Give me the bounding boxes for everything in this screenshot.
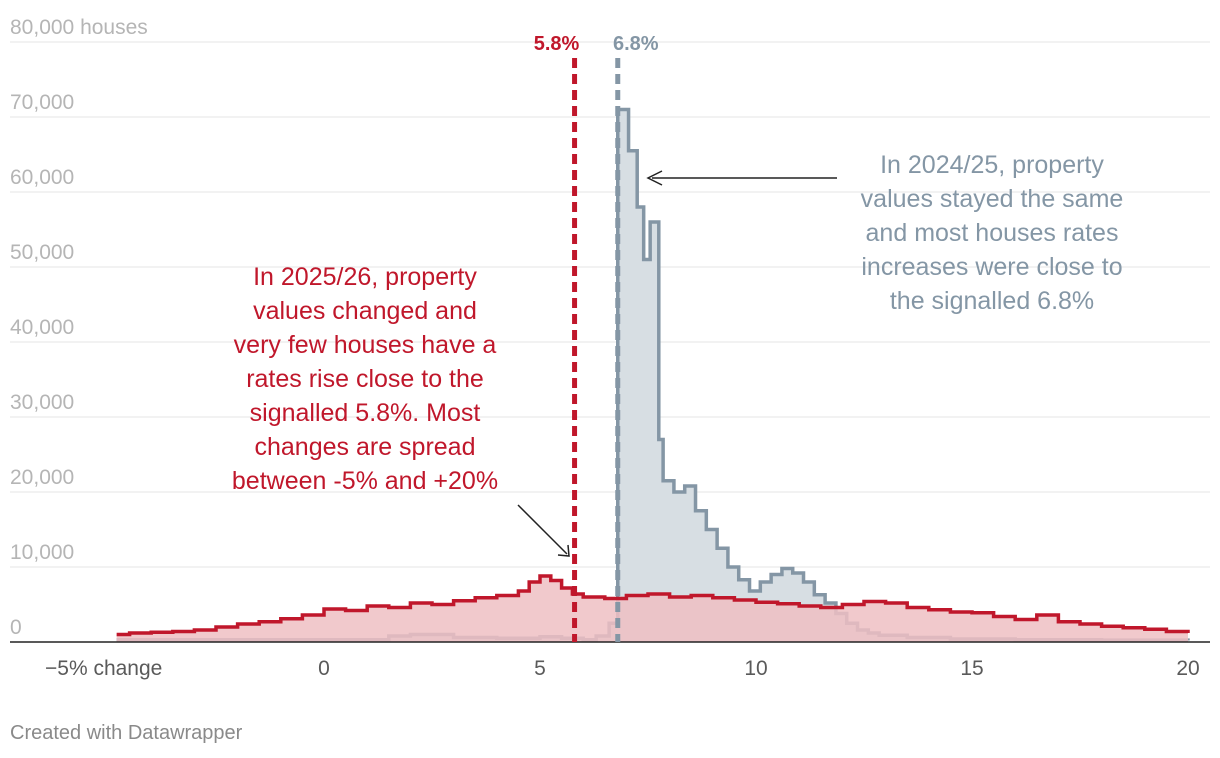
annotation-2024-line-0: In 2024/25, property [880,151,1104,179]
x-tick-label-0: −5% change [45,657,162,680]
arrow-2025-head [557,544,570,557]
y-tick-label-8: 80,000 houses [10,16,148,39]
y-tick-label-7: 70,000 [10,91,74,114]
annotation-2025-line-5: changes are spread [255,433,476,461]
y-tick-label-3: 30,000 [10,391,74,414]
annotation-2025-line-4: signalled 5.8%. Most [250,399,481,427]
x-tick-label-5: 20 [1176,657,1199,680]
x-tick-label-2: 5 [534,657,546,680]
annotation-2025-line-1: values changed and [253,297,477,325]
marker-label-0: 5.8% [534,33,580,55]
y-tick-label-5: 50,000 [10,241,74,264]
y-tick-label-6: 60,000 [10,166,74,189]
annotation-2025-line-0: In 2025/26, property [253,263,477,291]
annotation-2025-line-6: between -5% and +20% [232,467,498,495]
annotation-2024-line-4: the signalled 6.8% [890,287,1094,315]
arrow-2025 [517,504,568,555]
y-tick-label-2: 20,000 [10,466,74,489]
annotation-2024-line-1: values stayed the same [861,185,1124,213]
annotation-2025-line-3: rates rise close to the [246,365,484,393]
markers: 5.8% 6.8% [534,33,659,642]
y-tick-label-4: 40,000 [10,316,74,339]
y-tick-label-0: 0 [10,616,22,639]
marker-label-1: 6.8% [613,33,659,55]
x-tick-label-3: 10 [744,657,767,680]
annotation-2024-line-3: increases were close to [861,253,1122,281]
y-tick-label-1: 10,000 [10,541,74,564]
x-tick-label-1: 0 [318,657,330,680]
arrow-2024-head [646,170,663,186]
annotations: In 2025/26, property values changed and ve… [232,151,1124,557]
series-line-2025-26 [116,574,1190,637]
series-areas [10,107,1210,643]
x-tick-label-4: 15 [960,657,983,680]
annotation-2025-line-2: very few houses have a [234,331,497,359]
gridlines [10,41,1210,568]
area-fill-2025-26 [116,576,1188,642]
area-fill-2024-25 [116,109,1188,642]
x-axis-ticks: −5% change 0 5 10 15 20 [45,657,1200,680]
annotation-2024-line-2: and most houses rates [866,219,1119,247]
y-axis-ticks: 0 10,000 20,000 30,000 40,000 50,000 60,000 70,… [10,16,148,639]
credit-text: Created with Datawrapper [10,722,243,744]
